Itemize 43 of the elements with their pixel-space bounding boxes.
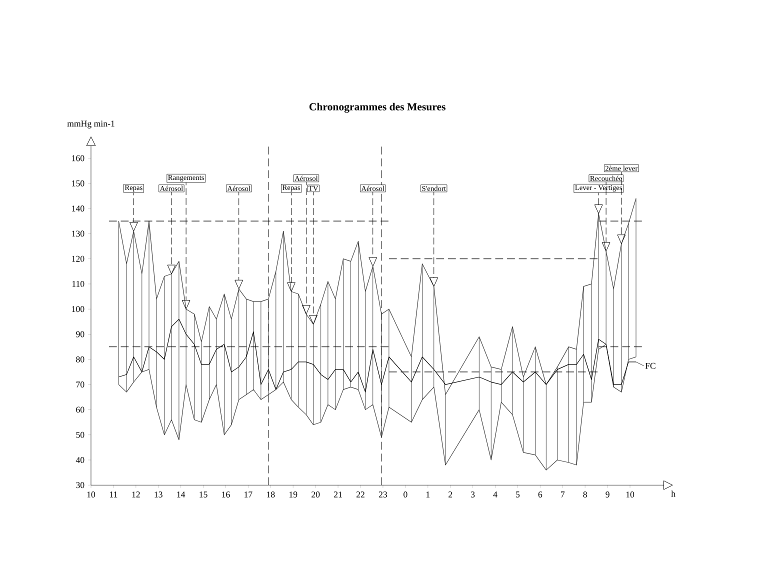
y-tick-label: 130: [72, 230, 84, 237]
x-tick-label: 17: [244, 492, 252, 498]
y-tick-label: 90: [76, 331, 84, 338]
x-tick-label: 9: [606, 492, 610, 498]
y-axis-title: mmHg min-1: [67, 120, 114, 129]
x-tick-label: 18: [267, 492, 275, 498]
y-tick-label: 140: [72, 206, 84, 212]
x-tick-label: 10: [626, 492, 634, 498]
y-tick-label: 80: [76, 356, 84, 363]
x-tick-label: 6: [538, 492, 542, 498]
legend-label: FC: [645, 363, 656, 369]
y-tick-label: 160: [72, 155, 84, 162]
y-tick-label: 120: [72, 256, 84, 262]
x-tick-label: 0: [404, 492, 408, 498]
x-tick-label: 2: [448, 492, 452, 498]
x-tick-label: 16: [222, 492, 230, 498]
x-tick-label: 21: [334, 492, 342, 498]
y-tick-label: 40: [76, 457, 84, 464]
x-axis-title: h: [671, 490, 676, 497]
x-tick-label: 12: [132, 492, 140, 498]
x-tick-label: 8: [583, 492, 587, 498]
x-tick-label: 19: [289, 492, 298, 498]
y-tick-label: 110: [72, 281, 84, 288]
y-tick-label: 70: [76, 382, 84, 388]
x-tick-label: 20: [312, 492, 320, 498]
y-tick-label: 100: [72, 306, 84, 312]
x-tick-label: 15: [200, 492, 208, 498]
x-tick-label: 5: [516, 492, 520, 498]
chart-title: Chronogrammes des Mesures: [309, 102, 446, 113]
x-tick-label: 14: [177, 492, 186, 498]
x-tick-label: 3: [471, 492, 475, 498]
x-tick-label: 13: [154, 492, 162, 498]
y-tick-label: 30: [76, 482, 84, 488]
x-tick-label: 7: [561, 492, 565, 498]
x-tick-label: 11: [110, 492, 118, 498]
x-tick-label: 4: [493, 492, 498, 498]
x-tick-label: 10: [87, 492, 96, 498]
y-tick-label: 60: [76, 406, 84, 413]
x-tick-label: 1: [426, 492, 430, 498]
y-tick-label: 50: [76, 432, 84, 438]
x-tick-label: 22: [356, 492, 364, 498]
x-tick-label: 23: [378, 492, 388, 498]
y-tick-label: 150: [72, 180, 84, 186]
